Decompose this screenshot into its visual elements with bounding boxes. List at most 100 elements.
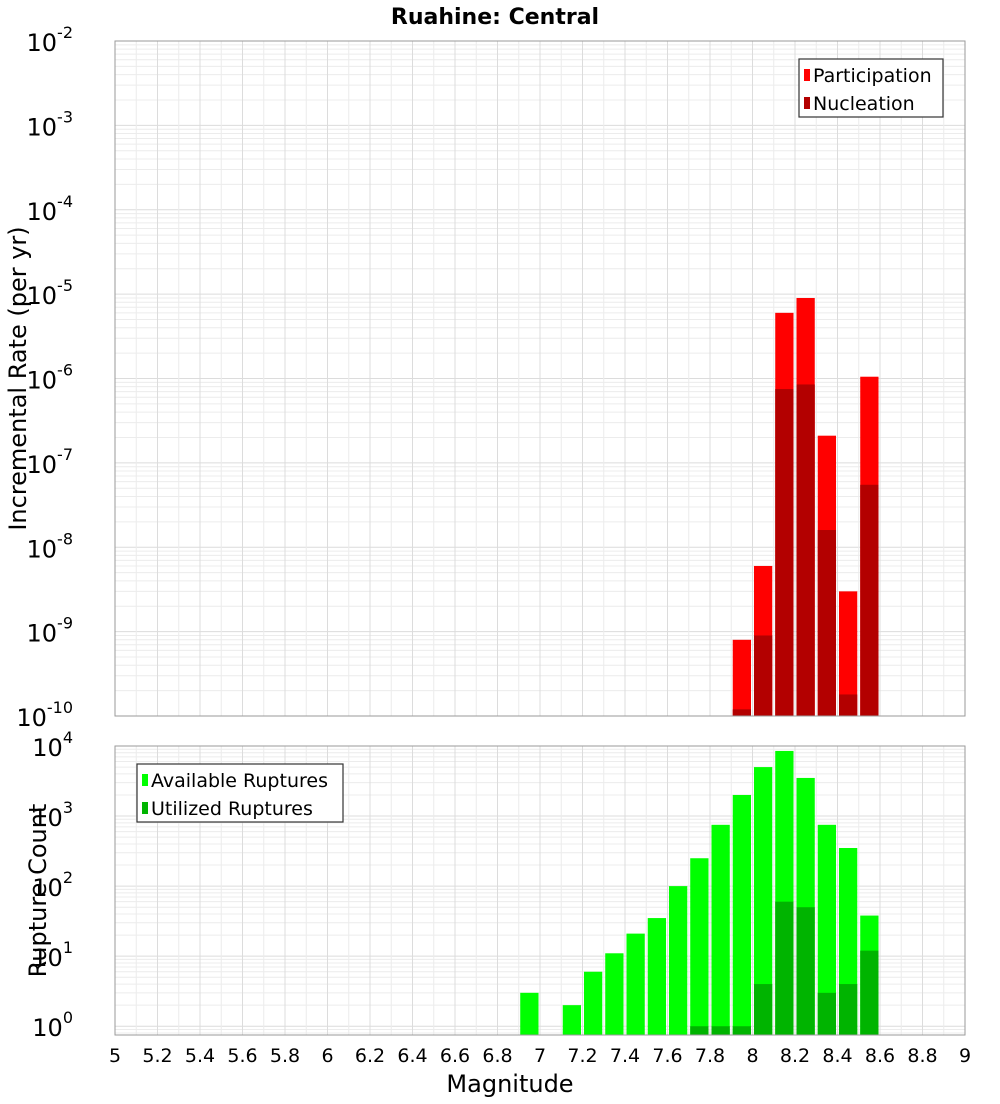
bar-utilized-ruptures bbox=[817, 992, 837, 1035]
legend: Participation Nucleation bbox=[798, 58, 944, 118]
bar-nucleation bbox=[838, 694, 858, 716]
legend-label: Nucleation bbox=[813, 93, 915, 115]
y-tick-exponent: -5 bbox=[57, 276, 73, 295]
y-tick-exponent: 0 bbox=[63, 1008, 73, 1027]
y-tick-label: 10-4 bbox=[27, 192, 74, 226]
bar-available-ruptures bbox=[605, 953, 624, 1035]
y-tick-base: 10 bbox=[27, 367, 58, 395]
x-tick-label: 5.2 bbox=[142, 1045, 172, 1067]
bar-available-ruptures bbox=[690, 858, 709, 1035]
bar-nucleation bbox=[796, 384, 815, 716]
y-tick-exponent: 4 bbox=[63, 728, 73, 747]
y-tick-label: 10-9 bbox=[27, 614, 74, 648]
y-tick-exponent: -4 bbox=[57, 192, 73, 211]
x-tick-label: 7.2 bbox=[567, 1045, 597, 1067]
bar-available-ruptures bbox=[668, 886, 688, 1035]
x-tick-label: 8.6 bbox=[865, 1045, 895, 1067]
y-tick-label: 103 bbox=[32, 798, 73, 832]
x-tick-label: 5.8 bbox=[270, 1045, 300, 1067]
x-tick-label: 7.4 bbox=[610, 1045, 640, 1067]
y-tick-base: 10 bbox=[32, 1014, 63, 1042]
bar-utilized-ruptures bbox=[690, 1026, 709, 1035]
y-tick-exponent: 3 bbox=[63, 798, 73, 817]
bar-utilized-ruptures bbox=[860, 950, 879, 1035]
y-tick-label: 10-3 bbox=[27, 107, 74, 141]
legend-label: Utilized Ruptures bbox=[151, 798, 313, 820]
y-tick-exponent: -8 bbox=[57, 529, 73, 548]
y-tick-label: 10-2 bbox=[27, 23, 74, 57]
bar-nucleation bbox=[775, 389, 794, 716]
legend-label: Available Ruptures bbox=[151, 770, 328, 792]
y-tick-label: 10-8 bbox=[27, 529, 74, 563]
legend-box bbox=[136, 763, 344, 823]
bar-available-ruptures bbox=[647, 918, 667, 1035]
bar-nucleation bbox=[817, 530, 837, 716]
y-tick-base: 10 bbox=[16, 704, 47, 732]
legend-swatch bbox=[804, 97, 810, 109]
y-tick-base: 10 bbox=[32, 874, 63, 902]
y-tick-label: 101 bbox=[32, 938, 73, 972]
y-tick-label: 102 bbox=[32, 868, 73, 902]
x-tick-label: 7.6 bbox=[652, 1045, 682, 1067]
y-tick-exponent: 1 bbox=[63, 938, 73, 957]
x-ticks: 5 5.2 5.4 5.6 5.8 6 6.2 6.4 6.6 6.8 7 7.2 7.4 7.6 7.8 8… bbox=[109, 1045, 971, 1067]
x-tick-label: 5.4 bbox=[185, 1045, 215, 1067]
plot-frame bbox=[114, 40, 966, 717]
panel-rate: 10-1010-910-810-710-610-510-410-310-2Inc… bbox=[4, 5, 966, 732]
bar-utilized-ruptures bbox=[732, 1026, 752, 1035]
bar-available-ruptures bbox=[520, 992, 539, 1035]
bar-nucleation bbox=[753, 635, 773, 716]
bars bbox=[520, 750, 879, 1035]
x-tick-label: 6.6 bbox=[440, 1045, 470, 1067]
bar-available-ruptures bbox=[562, 1005, 582, 1035]
y-tick-base: 10 bbox=[27, 620, 58, 648]
x-tick-label: 6.2 bbox=[355, 1045, 385, 1067]
x-tick-label: 6 bbox=[321, 1045, 333, 1067]
legend-swatch bbox=[804, 69, 810, 81]
bar-available-ruptures bbox=[732, 794, 752, 1035]
y-tick-exponent: -6 bbox=[57, 361, 73, 380]
x-tick-label: 7 bbox=[534, 1045, 546, 1067]
x-tick-label: 5.6 bbox=[227, 1045, 257, 1067]
x-tick-label: 8.8 bbox=[907, 1045, 937, 1067]
bars bbox=[732, 297, 879, 716]
bar-utilized-ruptures bbox=[711, 1026, 730, 1035]
bar-utilized-ruptures bbox=[753, 984, 773, 1035]
legend-label: Participation bbox=[813, 65, 932, 87]
bar-utilized-ruptures bbox=[838, 984, 858, 1035]
y-tick-base: 10 bbox=[32, 944, 63, 972]
x-tick-label: 6.8 bbox=[482, 1045, 512, 1067]
x-tick-label: 8 bbox=[746, 1045, 758, 1067]
y-tick-exponent: -3 bbox=[57, 107, 73, 126]
bar-available-ruptures bbox=[753, 767, 773, 1035]
legend-swatch bbox=[142, 774, 148, 786]
y-tick-base: 10 bbox=[32, 804, 63, 832]
y-tick-label: 104 bbox=[32, 728, 73, 762]
x-axis-label: Magnitude bbox=[446, 1070, 573, 1098]
bar-available-ruptures bbox=[583, 971, 603, 1035]
legend-box bbox=[798, 58, 944, 118]
y-tick-base: 10 bbox=[27, 282, 58, 310]
legend: Available Ruptures Utilized Ruptures bbox=[136, 763, 344, 823]
bar-available-ruptures bbox=[711, 824, 730, 1035]
y-tick-base: 10 bbox=[27, 113, 58, 141]
y-tick-label: 10-7 bbox=[27, 445, 74, 479]
y-tick-base: 10 bbox=[27, 535, 58, 563]
x-tick-label: 8.2 bbox=[780, 1045, 810, 1067]
y-tick-base: 10 bbox=[27, 451, 58, 479]
y-tick-exponent: -10 bbox=[47, 698, 73, 717]
bar-utilized-ruptures bbox=[775, 901, 794, 1035]
y-tick-base: 10 bbox=[32, 734, 63, 762]
y-tick-exponent: 2 bbox=[63, 868, 73, 887]
bar-nucleation bbox=[860, 484, 879, 716]
y-axis-label: Rupture Count bbox=[24, 804, 52, 978]
y-tick-exponent: -9 bbox=[57, 614, 73, 633]
y-tick-exponent: -7 bbox=[57, 445, 73, 464]
grid bbox=[114, 41, 966, 717]
y-axis-label: Incremental Rate (per yr) bbox=[4, 226, 32, 530]
